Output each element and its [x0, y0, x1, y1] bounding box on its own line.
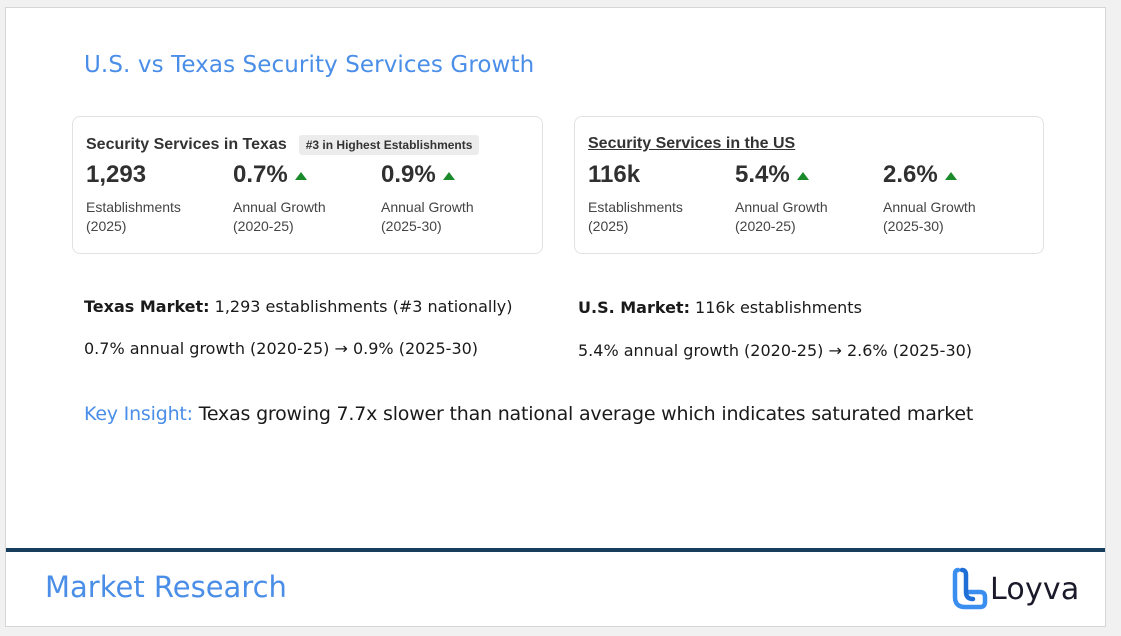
- metric-growth-2025-30: 0.9% Annual Growth (2025-30): [381, 161, 521, 236]
- summary-text: 1,293 establishments (#3 nationally): [209, 297, 513, 316]
- us-stats-card: Security Services in the US 116k Establi…: [574, 116, 1044, 254]
- texas-market-summary: Texas Market: 1,293 establishments (#3 n…: [84, 297, 513, 316]
- metric-growth-2025-30: 2.6% Annual Growth (2025-30): [883, 161, 1023, 236]
- metric-label: Annual Growth: [233, 199, 326, 215]
- slide-title: U.S. vs Texas Security Services Growth: [84, 52, 535, 78]
- card-title: Security Services in Texas: [86, 136, 287, 153]
- slide: U.S. vs Texas Security Services Growth S…: [5, 7, 1106, 627]
- metric-label: Annual Growth: [381, 199, 474, 215]
- metric-period: (2025): [588, 218, 629, 234]
- card-header: Security Services in the US: [588, 135, 795, 153]
- card-title-link[interactable]: Security Services in the US: [588, 135, 796, 152]
- brand-logo: Loyva: [952, 567, 1079, 611]
- summary-label: U.S. Market:: [578, 298, 690, 317]
- metric-period: (2020-25): [735, 218, 796, 234]
- summary-label: Texas Market:: [84, 297, 210, 316]
- metric-value: 116k: [588, 161, 641, 188]
- trend-up-icon: [294, 172, 307, 180]
- loyva-logo-icon: [952, 567, 988, 610]
- metric-period: (2025-30): [381, 218, 442, 234]
- metric-value: 1,293: [86, 161, 147, 188]
- metric-establishments: 116k Establishments (2025): [588, 161, 728, 236]
- trend-up-icon: [944, 172, 957, 180]
- metric-period: (2025): [86, 218, 127, 234]
- logo-text: Loyva: [990, 571, 1080, 607]
- metric-establishments: 1,293 Establishments (2025): [86, 161, 226, 236]
- metric-period: (2020-25): [233, 218, 294, 234]
- card-header: Security Services in Texas #3 in Highest…: [86, 135, 480, 155]
- summary-text: 116k establishments: [689, 298, 862, 317]
- metric-value: 2.6%: [883, 161, 938, 188]
- footer-title: Market Research: [45, 570, 287, 604]
- us-growth-summary: 5.4% annual growth (2020-25) → 2.6% (202…: [578, 341, 973, 360]
- insight-text: Texas growing 7.7x slower than national …: [192, 403, 974, 425]
- metric-value: 0.9%: [381, 161, 436, 188]
- trend-up-icon: [442, 172, 455, 180]
- us-market-summary: U.S. Market: 116k establishments: [578, 298, 862, 317]
- metric-label: Establishments: [588, 199, 683, 215]
- texas-stats-card: Security Services in Texas #3 in Highest…: [72, 116, 543, 254]
- metric-label: Annual Growth: [735, 199, 828, 215]
- rank-badge: #3 in Highest Establishments: [298, 135, 480, 155]
- metric-label: Annual Growth: [883, 199, 976, 215]
- metric-growth-2020-25: 5.4% Annual Growth (2020-25): [735, 161, 875, 236]
- metric-label: Establishments: [86, 199, 181, 215]
- key-insight: Key Insight: Texas growing 7.7x slower t…: [84, 403, 973, 425]
- metric-value: 0.7%: [233, 161, 288, 188]
- metric-period: (2025-30): [883, 218, 944, 234]
- metric-value: 5.4%: [735, 161, 790, 188]
- metric-growth-2020-25: 0.7% Annual Growth (2020-25): [233, 161, 373, 236]
- trend-up-icon: [796, 172, 809, 180]
- texas-growth-summary: 0.7% annual growth (2020-25) → 0.9% (202…: [84, 339, 479, 358]
- footer-divider: [6, 548, 1105, 552]
- insight-label: Key Insight:: [84, 403, 193, 425]
